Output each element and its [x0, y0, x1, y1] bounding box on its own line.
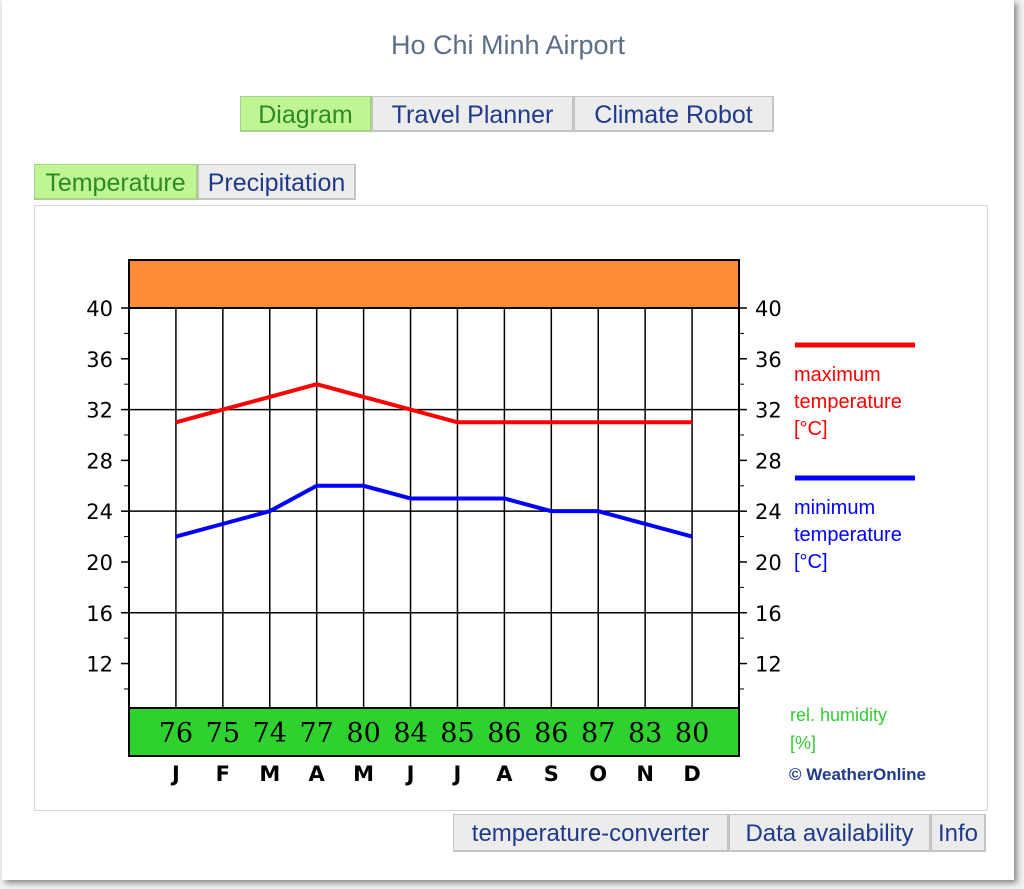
- min-temperature-point: [691, 536, 693, 538]
- min-temperature-point: [456, 497, 458, 499]
- plot-frame: [128, 307, 740, 709]
- humidity-value: 86: [487, 718, 521, 749]
- page-title: Ho Chi Minh Airport: [390, 30, 626, 60]
- y-tick-label-right: 24: [755, 500, 782, 524]
- legend-humidity-label: [%]: [790, 733, 816, 753]
- copyright-label: © WeatherOnline: [789, 765, 926, 784]
- y-tick-label-right: 36: [755, 348, 782, 372]
- month-label: M: [353, 762, 374, 786]
- min-temperature-line: [175, 483, 693, 539]
- humidity-band: [128, 707, 740, 757]
- tab-travel-planner[interactable]: Travel Planner: [372, 96, 574, 132]
- max-temperature-point: [175, 421, 177, 423]
- tab-temperature[interactable]: Temperature: [34, 164, 198, 200]
- max-temperature-point: [456, 421, 458, 423]
- min-temperature-point: [222, 523, 224, 525]
- humidity-value: 76: [159, 718, 193, 749]
- tab-precipitation[interactable]: Precipitation: [198, 164, 356, 200]
- chart-frame: 12 12 16 16 20 20 24 24 28 28 32 32 36 36 40 40 76 75 74 77…: [34, 205, 988, 811]
- legend-max-label: temperature: [794, 391, 902, 413]
- y-tick-label-right: 40: [755, 297, 782, 321]
- humidity-value: 87: [581, 718, 615, 749]
- month-label: D: [683, 762, 700, 786]
- month-label: F: [216, 762, 230, 786]
- y-tick-label-left: 24: [86, 500, 113, 524]
- y-tick-label-left: 28: [86, 449, 113, 473]
- min-temperature-point: [597, 510, 599, 512]
- tab-climate-robot[interactable]: Climate Robot: [574, 96, 774, 132]
- y-tick-label-right: 32: [755, 399, 782, 423]
- max-temperature-point: [410, 409, 412, 411]
- min-temperature-point: [503, 497, 505, 499]
- y-tick-label-left: 32: [86, 399, 113, 423]
- y-tick-label-right: 28: [755, 449, 782, 473]
- tab-diagram[interactable]: Diagram: [240, 96, 372, 132]
- max-temperature-point: [316, 383, 318, 385]
- legend-max-label: [°C]: [794, 418, 828, 440]
- month-label: A: [309, 762, 326, 786]
- y-tick-label-left: 16: [86, 602, 113, 626]
- humidity-value: 80: [675, 718, 709, 749]
- min-temperature-point: [363, 485, 365, 487]
- y-tick-label-right: 12: [755, 653, 782, 677]
- legend-max-label: maximum: [794, 364, 881, 386]
- y-tick-label-right: 16: [755, 602, 782, 626]
- min-temperature-point: [269, 510, 271, 512]
- month-label: M: [259, 762, 280, 786]
- humidity-value: 77: [300, 718, 334, 749]
- humidity-value: 75: [206, 718, 240, 749]
- legend-min-label: temperature: [794, 524, 902, 546]
- max-temperature-point: [269, 396, 271, 398]
- info-link[interactable]: Info: [931, 814, 986, 852]
- y-tick-label-left: 12: [86, 653, 113, 677]
- legend-min-label: minimum: [794, 497, 875, 519]
- humidity-value: 80: [346, 718, 380, 749]
- month-label: S: [544, 762, 559, 786]
- min-temperature-point: [644, 523, 646, 525]
- chart-top-band: [128, 259, 740, 309]
- humidity-value: 85: [440, 718, 474, 749]
- max-temperature-point: [503, 421, 505, 423]
- max-temperature-point: [363, 396, 365, 398]
- max-temperature-point: [222, 409, 224, 411]
- month-label: A: [496, 762, 513, 786]
- min-temperature-point: [175, 536, 177, 538]
- max-temperature-point: [550, 421, 552, 423]
- humidity-value: 74: [253, 718, 287, 749]
- max-temperature-point: [644, 421, 646, 423]
- month-label: O: [589, 762, 607, 786]
- min-temperature-point: [410, 497, 412, 499]
- max-temperature-point: [597, 421, 599, 423]
- min-temperature-point: [316, 485, 318, 487]
- data-availability-link[interactable]: Data availability: [729, 814, 931, 852]
- month-label: J: [405, 762, 415, 786]
- month-label: J: [170, 762, 180, 786]
- page: Ho Chi Minh Airport Diagram Travel Plann…: [2, 0, 1014, 880]
- humidity-value: 84: [393, 718, 427, 749]
- legend-humidity-label: rel. humidity: [790, 705, 887, 725]
- y-tick-label-left: 20: [86, 551, 113, 575]
- legend-min-label: [°C]: [794, 551, 828, 573]
- min-temperature-point: [550, 510, 552, 512]
- month-label: J: [452, 762, 462, 786]
- temperature-chart: 12 12 16 16 20 20 24 24 28 28 32 32 36 36 40 40 76 75 74 77…: [86, 259, 926, 786]
- humidity-value: 86: [534, 718, 568, 749]
- temperature-converter-link[interactable]: temperature-converter: [453, 814, 729, 852]
- humidity-value: 83: [628, 718, 662, 749]
- max-temperature-point: [691, 421, 693, 423]
- y-tick-label-left: 36: [86, 348, 113, 372]
- month-label: N: [636, 762, 654, 786]
- max-temperature-line: [175, 382, 693, 425]
- y-tick-label-left: 40: [86, 297, 113, 321]
- y-tick-label-right: 20: [755, 551, 782, 575]
